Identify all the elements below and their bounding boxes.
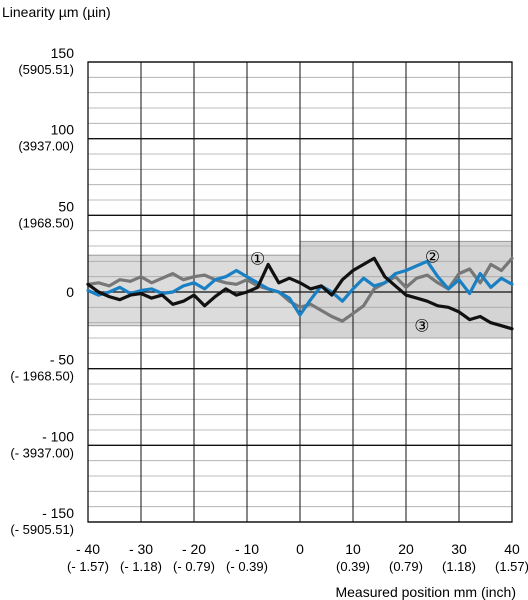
y-tick-label: - 150 [42, 505, 74, 521]
x-tick-sublabel: (0.39) [336, 559, 370, 574]
y-tick-sublabel: (1968.50) [18, 215, 74, 230]
x-tick-label: 20 [398, 541, 414, 557]
y-axis-title: Linearity µm (µin) [2, 4, 111, 20]
y-tick-sublabel: (- 5905.51) [10, 522, 74, 537]
x-tick-label: 40 [504, 541, 520, 557]
x-tick-label: - 20 [182, 541, 206, 557]
x-tick-sublabel: (- 1.18) [120, 559, 162, 574]
x-tick-label: 0 [296, 541, 304, 557]
y-tick-sublabel: (- 1968.50) [10, 369, 74, 384]
x-tick-label: 10 [345, 541, 361, 557]
y-tick-label: - 100 [42, 428, 74, 444]
x-tick-sublabel: (1.57) [495, 559, 528, 574]
y-tick-sublabel: (3937.00) [18, 139, 74, 154]
x-tick-label: - 10 [235, 541, 259, 557]
series-line-2 [86, 259, 514, 317]
series-line-1 [86, 256, 514, 323]
series-marker-3: ③ [414, 317, 429, 336]
measurement-series [86, 256, 514, 331]
y-tick-sublabel: (5905.51) [18, 62, 74, 77]
y-tick-label: 150 [51, 45, 75, 61]
series-marker-2: ② [425, 248, 440, 267]
x-tick-sublabel: (- 0.79) [173, 559, 215, 574]
x-tick-sublabel: (0.79) [389, 559, 423, 574]
x-axis-title: Measured position mm (inch) [335, 584, 516, 600]
x-tick-label: 30 [451, 541, 467, 557]
y-tick-label: 0 [66, 284, 74, 300]
x-tick-sublabel: (1.18) [442, 559, 476, 574]
series-marker-1: ① [250, 249, 265, 268]
y-tick-labels: 150(5905.51) 100(3937.00) 50(1968.50) 0 - 50… [10, 45, 74, 537]
y-tick-sublabel: (- 3937.00) [10, 445, 74, 460]
y-tick-label: 100 [51, 122, 75, 138]
x-tick-sublabel: (- 0.39) [226, 559, 268, 574]
series-line-3 [86, 256, 514, 331]
x-tick-sublabel: (- 1.57) [67, 559, 109, 574]
y-tick-label: - 50 [50, 352, 74, 368]
plot-grid [87, 61, 513, 523]
series-annotations: ① ② ③ [250, 248, 440, 336]
y-tick-label: 50 [58, 198, 74, 214]
x-tick-label: - 30 [129, 541, 153, 557]
x-tick-label: - 40 [76, 541, 100, 557]
x-tick-labels: - 40 (- 1.57) - 30 (- 1.18) - 20 (- 0.79) - 10… [67, 541, 528, 574]
